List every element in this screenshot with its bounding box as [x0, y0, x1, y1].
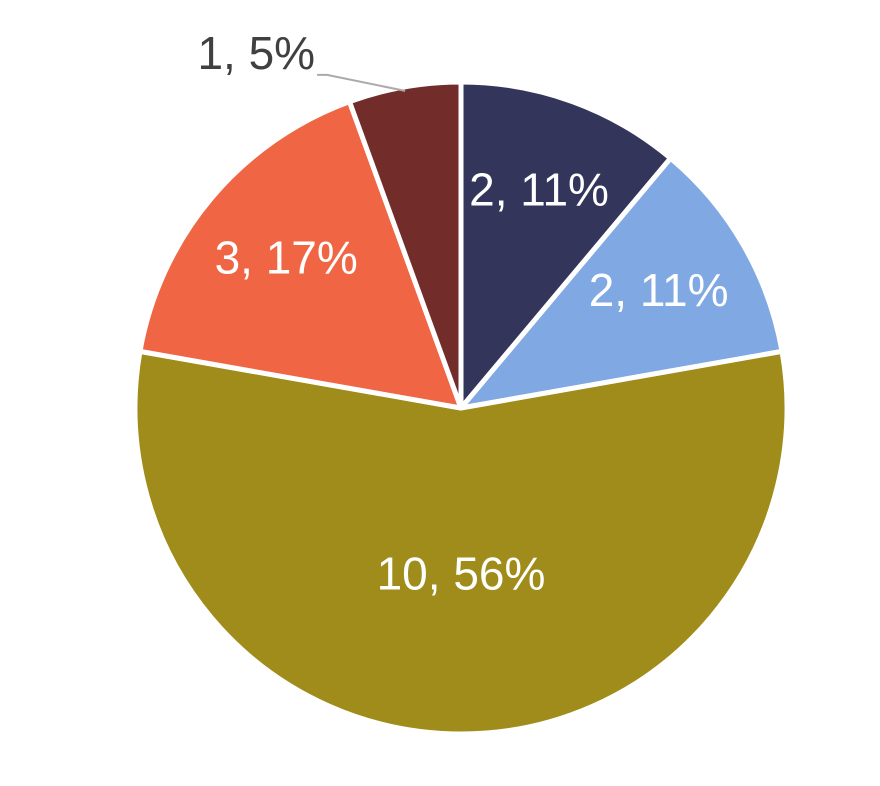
- data-label: 1, 5%: [197, 27, 315, 79]
- pie-slice: [458, 155, 785, 411]
- data-label: 2, 11%: [469, 164, 609, 216]
- pie-slice: [137, 99, 464, 411]
- pie-slice: [132, 348, 790, 737]
- pie-slice: [458, 79, 674, 411]
- data-label: 2, 11%: [589, 264, 729, 316]
- leader-line: [317, 73, 406, 92]
- pie-slice: [347, 79, 464, 411]
- data-label: 10, 56%: [377, 548, 546, 600]
- data-label: 3, 17%: [215, 231, 358, 283]
